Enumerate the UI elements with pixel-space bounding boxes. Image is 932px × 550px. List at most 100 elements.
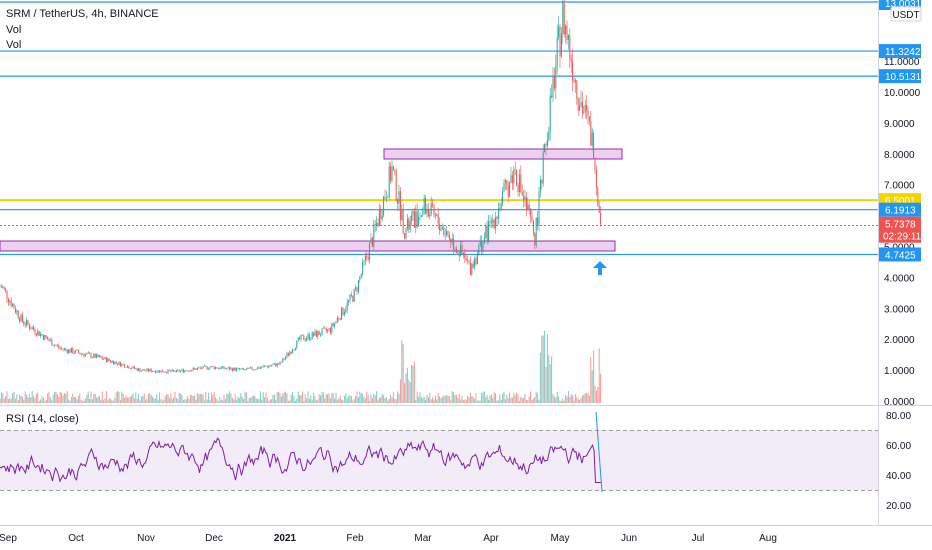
volume-bar — [251, 396, 253, 403]
candle-body — [402, 209, 404, 234]
volume-bar — [472, 396, 474, 403]
volume-bar — [402, 344, 404, 403]
currency-badge[interactable] — [890, 6, 922, 22]
candle-body — [583, 111, 585, 113]
vol-legend-1[interactable]: Vol — [6, 24, 22, 36]
support-zone[interactable] — [0, 240, 616, 252]
candle-body — [381, 215, 383, 220]
candle-body — [150, 369, 152, 372]
candle-body — [495, 217, 497, 229]
volume-bar — [552, 394, 554, 403]
candle-body — [580, 101, 582, 106]
volume-bar — [581, 395, 583, 403]
volume-bar — [37, 392, 39, 403]
volume-bar — [390, 394, 392, 403]
rsi-legend[interactable]: RSI (14, close) — [6, 413, 79, 425]
volume-bar — [426, 394, 428, 403]
candle-body — [271, 365, 273, 367]
candle-body — [208, 368, 210, 370]
volume-bar — [286, 393, 288, 403]
candle-body — [94, 354, 96, 358]
volume-bar — [349, 395, 351, 403]
candle-body — [483, 237, 485, 244]
candle-body — [570, 58, 572, 62]
volume-bar — [54, 391, 56, 403]
candle-body — [262, 366, 264, 368]
candle-body — [40, 333, 42, 336]
rsi-axis[interactable]: 80.00 60.00 40.00 20.00 — [886, 411, 911, 512]
candle-body — [518, 174, 520, 192]
resistance-zone[interactable] — [383, 148, 623, 160]
candle-body — [497, 208, 499, 219]
volume-bar — [38, 400, 40, 403]
candle-body — [345, 309, 347, 313]
candle-body — [446, 231, 448, 235]
volume-bar — [150, 395, 152, 403]
volume-bar — [139, 400, 141, 403]
candle-body — [52, 345, 54, 347]
volume-bar — [212, 394, 214, 403]
volume-bar — [154, 398, 156, 403]
volume-bar — [367, 394, 369, 403]
volume-bar — [86, 394, 88, 403]
volume-bar — [366, 391, 368, 403]
candle-body — [574, 80, 576, 82]
volume-bar — [376, 391, 378, 403]
price-axis-tick: 3.0000 — [884, 304, 915, 315]
volume-bar — [199, 393, 201, 403]
volume-bar — [538, 399, 540, 403]
candle-body — [111, 361, 113, 363]
volume-bar — [248, 398, 250, 403]
volume-bar — [374, 395, 376, 403]
candle-body — [357, 279, 359, 292]
up-arrow-icon[interactable] — [593, 261, 607, 275]
candle-body — [451, 239, 453, 243]
candle-body — [49, 339, 51, 341]
symbol-legend[interactable]: SRM / TetherUS, 4h, BINANCE — [6, 8, 159, 20]
candlesticks — [0, 0, 602, 374]
volume-bar — [56, 394, 58, 403]
candle-body — [182, 369, 184, 373]
candle-body — [80, 353, 82, 355]
volume-bar — [164, 396, 166, 403]
volume-bar — [401, 340, 403, 403]
volume-bar — [378, 397, 380, 403]
volume-bar — [405, 373, 407, 403]
volume-bar — [62, 395, 64, 403]
volume-bar — [385, 397, 387, 403]
volume-bar — [188, 399, 190, 403]
time-axis-tick: May — [551, 533, 570, 544]
volume-bar — [293, 395, 295, 403]
candle-body — [469, 261, 471, 276]
candle-body — [273, 363, 275, 365]
candle-body — [299, 338, 301, 340]
candle-body — [160, 370, 162, 373]
candle-body — [434, 214, 436, 216]
price-pane[interactable] — [0, 0, 878, 405]
candle-body — [177, 369, 179, 371]
volume-bar — [320, 395, 322, 403]
volume-bar — [455, 394, 457, 403]
volume-bar — [283, 392, 285, 403]
volume-bar — [315, 400, 317, 403]
candle-body — [90, 353, 92, 358]
candle-body — [135, 368, 137, 369]
candle-body — [275, 363, 277, 367]
vol-legend-2[interactable]: Vol — [6, 39, 22, 51]
volume-bar — [189, 395, 191, 403]
volume-bar — [75, 396, 77, 403]
candle-body — [476, 255, 478, 265]
candle-body — [328, 328, 330, 330]
volume-bar — [173, 397, 175, 403]
volume-bar — [10, 398, 12, 403]
rsi-trendline[interactable] — [595, 411, 603, 493]
volume-bar — [391, 397, 393, 403]
time-axis[interactable]: Sep Oct Nov Dec 2021 Feb Mar Apr May Jun Jul Aug — [0, 533, 777, 544]
candle-body — [108, 358, 110, 361]
volume-bar — [395, 399, 397, 403]
volume-bar — [241, 396, 243, 403]
candle-body — [387, 196, 389, 198]
candle-body — [527, 204, 529, 210]
candle-body — [577, 98, 579, 111]
